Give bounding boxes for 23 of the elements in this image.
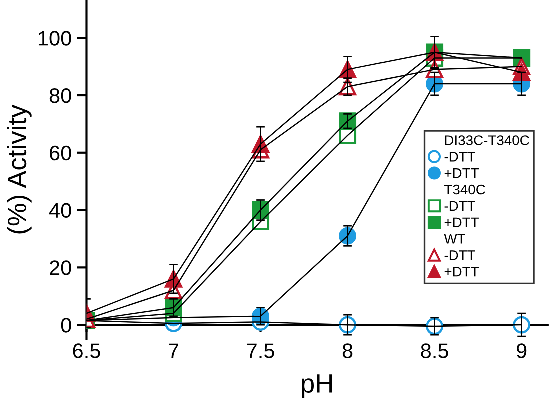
y-tick-label: 0 (61, 318, 72, 333)
x-axis-title: pH (302, 374, 332, 398)
annotation: T340C (444, 184, 486, 195)
y-tick-label: 20 (50, 260, 72, 276)
y-tick-label: 80 (50, 88, 72, 104)
x-tick-label: 8 (342, 344, 353, 358)
y-tick-label: 40 (49, 203, 72, 218)
legend-label: -DTT (444, 152, 476, 162)
annotation: DI33C-T340C (445, 136, 530, 146)
y-tick-label: 60 (50, 146, 72, 161)
legend-label: +DTT (444, 168, 479, 178)
x-tick-label: 7.5 (247, 344, 274, 358)
y-axis-title: (%) Activity (7, 104, 32, 234)
legend-label: +DTT (444, 218, 479, 228)
x-tick-label: 6.5 (73, 344, 100, 358)
x-tick-label: 9 (516, 344, 527, 358)
legend-label: +DTT (444, 267, 479, 277)
x-tick-label: 7 (169, 344, 178, 358)
annotation: WT (444, 234, 466, 244)
y-tick-label: 100 (38, 31, 72, 46)
legend-label: -DTT (444, 250, 476, 260)
x-tick-label: 8.5 (421, 344, 448, 358)
legend-label: -DTT (444, 201, 476, 211)
